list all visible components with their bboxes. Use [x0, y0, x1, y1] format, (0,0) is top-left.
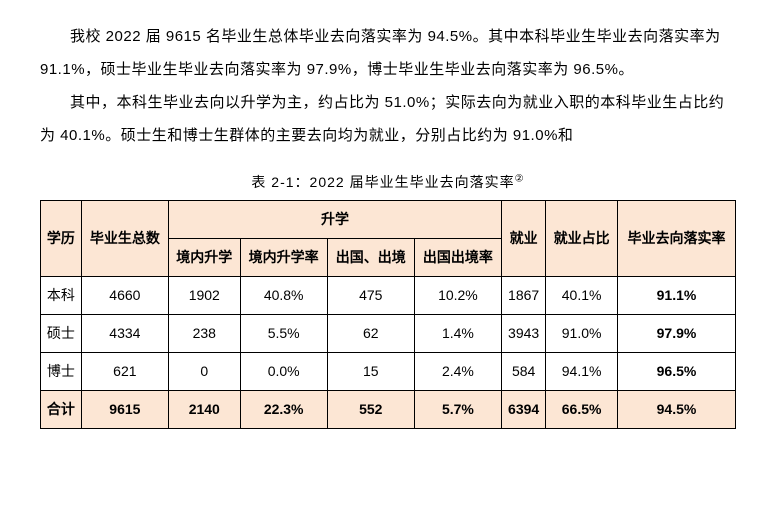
cell-abroad-rate: 1.4%: [414, 315, 501, 353]
col-total: 毕业生总数: [81, 201, 168, 277]
table-row: 博士 621 0 0.0% 15 2.4% 584 94.1% 96.5%: [41, 353, 736, 391]
cell-total: 621: [81, 353, 168, 391]
col-study-group: 升学: [168, 201, 501, 239]
paragraph-2: 其中，本科生毕业去向以升学为主，约占比为 51.0%；实际去向为就业入职的本科毕…: [40, 86, 736, 152]
cell-employment-rate: 66.5%: [546, 391, 618, 429]
cell-employment-rate: 40.1%: [546, 277, 618, 315]
cell-degree: 博士: [41, 353, 82, 391]
placement-rate-table: 学历 毕业生总数 升学 就业 就业占比 毕业去向落实率 境内升学 境内升学率 出…: [40, 200, 736, 429]
cell-abroad-study: 552: [327, 391, 414, 429]
cell-abroad-study: 475: [327, 277, 414, 315]
table-row: 硕士 4334 238 5.5% 62 1.4% 3943 91.0% 97.9…: [41, 315, 736, 353]
cell-placement-rate: 94.5%: [617, 391, 735, 429]
cell-domestic-rate: 0.0%: [240, 353, 327, 391]
cell-abroad-rate: 10.2%: [414, 277, 501, 315]
cell-degree: 本科: [41, 277, 82, 315]
cell-placement-rate: 97.9%: [617, 315, 735, 353]
col-employment-rate: 就业占比: [546, 201, 618, 277]
cell-placement-rate: 96.5%: [617, 353, 735, 391]
cell-total: 4660: [81, 277, 168, 315]
cell-domestic-study: 2140: [168, 391, 240, 429]
col-placement-rate: 毕业去向落实率: [617, 201, 735, 277]
cell-degree: 合计: [41, 391, 82, 429]
cell-abroad-study: 15: [327, 353, 414, 391]
cell-total: 9615: [81, 391, 168, 429]
cell-placement-rate: 91.1%: [617, 277, 735, 315]
cell-employment: 3943: [501, 315, 545, 353]
col-abroad-rate: 出国出境率: [414, 239, 501, 277]
cell-employment: 584: [501, 353, 545, 391]
table-total-row: 合计 9615 2140 22.3% 552 5.7% 6394 66.5% 9…: [41, 391, 736, 429]
cell-employment: 6394: [501, 391, 545, 429]
col-degree: 学历: [41, 201, 82, 277]
cell-domestic-rate: 5.5%: [240, 315, 327, 353]
footnote-mark: ②: [515, 173, 525, 184]
cell-abroad-study: 62: [327, 315, 414, 353]
cell-abroad-rate: 5.7%: [414, 391, 501, 429]
table-caption: 表 2-1：2022 届毕业生毕业去向落实率②: [40, 172, 736, 192]
col-employment: 就业: [501, 201, 545, 277]
table-caption-text: 表 2-1：2022 届毕业生毕业去向落实率: [251, 174, 514, 190]
cell-employment: 1867: [501, 277, 545, 315]
paragraph-1: 我校 2022 届 9615 名毕业生总体毕业去向落实率为 94.5%。其中本科…: [40, 20, 736, 86]
cell-total: 4334: [81, 315, 168, 353]
cell-employment-rate: 91.0%: [546, 315, 618, 353]
col-abroad-study: 出国、出境: [327, 239, 414, 277]
table-row: 本科 4660 1902 40.8% 475 10.2% 1867 40.1% …: [41, 277, 736, 315]
cell-degree: 硕士: [41, 315, 82, 353]
cell-employment-rate: 94.1%: [546, 353, 618, 391]
cell-abroad-rate: 2.4%: [414, 353, 501, 391]
cell-domestic-study: 0: [168, 353, 240, 391]
cell-domestic-rate: 22.3%: [240, 391, 327, 429]
cell-domestic-study: 1902: [168, 277, 240, 315]
col-domestic-study: 境内升学: [168, 239, 240, 277]
cell-domestic-study: 238: [168, 315, 240, 353]
col-domestic-rate: 境内升学率: [240, 239, 327, 277]
cell-domestic-rate: 40.8%: [240, 277, 327, 315]
